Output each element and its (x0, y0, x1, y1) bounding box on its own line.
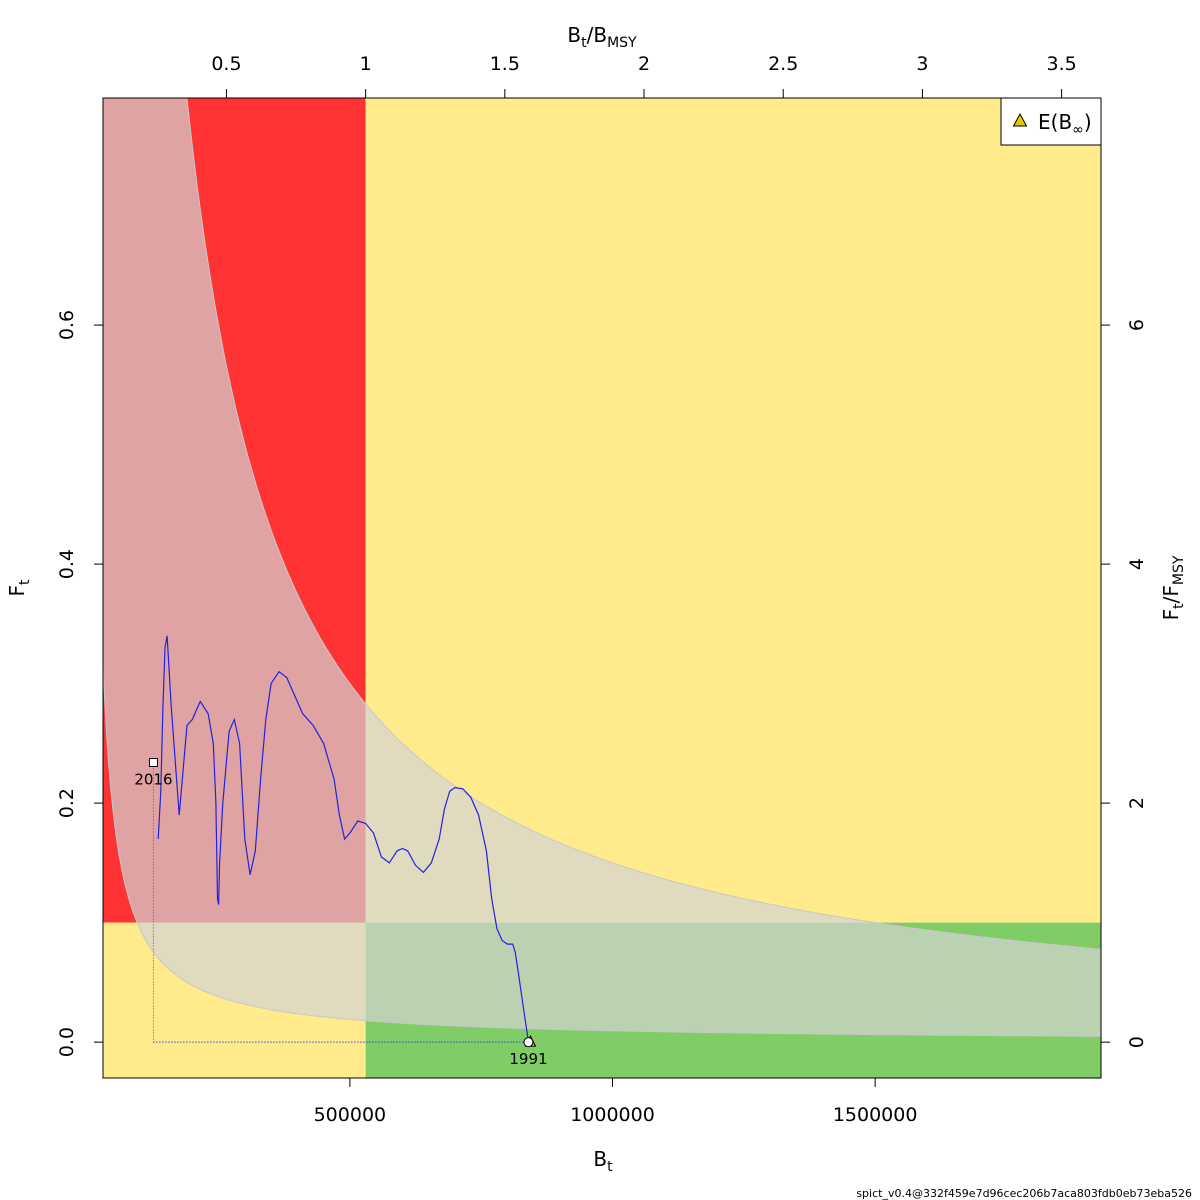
top-tick-label: 1.5 (490, 53, 520, 75)
right-axis-title: Ft/FMSY (1159, 555, 1187, 620)
top-tick-label: 3.5 (1046, 53, 1076, 75)
right-tick-label: 6 (1126, 319, 1148, 331)
right-tick-label: 0 (1126, 1036, 1148, 1048)
x-tick-label: 1500000 (833, 1104, 918, 1126)
x-tick-label: 500000 (314, 1104, 387, 1126)
x-axis-ticks: 500000 1000000 1500000 (314, 1078, 918, 1126)
start-point-marker (523, 1037, 534, 1048)
y-axis-ticks: 0.0 0.2 0.4 0.6 (56, 310, 103, 1057)
top-axis-title: Bt/BMSY (567, 23, 637, 51)
y-tick-label: 0.6 (56, 310, 78, 340)
top-axis-ticks: 0.5 1 1.5 2 2.5 3 3.5 (211, 53, 1077, 98)
msy-catch-band (103, 98, 1101, 1037)
y-axis-title: Ft (5, 579, 33, 597)
legend-triangle-icon (1012, 112, 1028, 127)
right-tick-label: 2 (1126, 797, 1148, 809)
plot-frame (102, 97, 1102, 1079)
y-tick-label: 0.4 (56, 549, 78, 579)
right-axis-ticks: 0 2 4 6 (1101, 319, 1148, 1048)
y-tick-label: 0.2 (56, 788, 78, 818)
top-tick-label: 2 (638, 53, 650, 75)
top-tick-label: 0.5 (211, 53, 241, 75)
zone-overfishing-only (365, 98, 1101, 923)
x-axis-title: Bt (593, 1147, 613, 1175)
end-point-marker (148, 757, 158, 767)
legend: E(B∞) (1000, 97, 1102, 146)
legend-label: E(B∞) (1038, 110, 1092, 138)
biomass-f-trajectory (157, 635, 530, 1043)
trajectory-endpoints: 1991 2016 (134, 757, 548, 1068)
x-tick-label: 1000000 (570, 1104, 655, 1126)
right-tick-label: 4 (1126, 558, 1148, 570)
top-tick-label: 2.5 (768, 53, 798, 75)
legend-box (1000, 97, 1102, 146)
footer-version: spict_v0.4@332f459e7d96cec206b7aca803fdb… (856, 1187, 1192, 1200)
top-tick-label: 3 (916, 53, 928, 75)
start-year-label: 1991 (509, 1050, 547, 1068)
y-tick-label: 0.0 (56, 1027, 78, 1057)
end-year-label: 2016 (134, 770, 172, 788)
top-tick-label: 1 (360, 53, 372, 75)
